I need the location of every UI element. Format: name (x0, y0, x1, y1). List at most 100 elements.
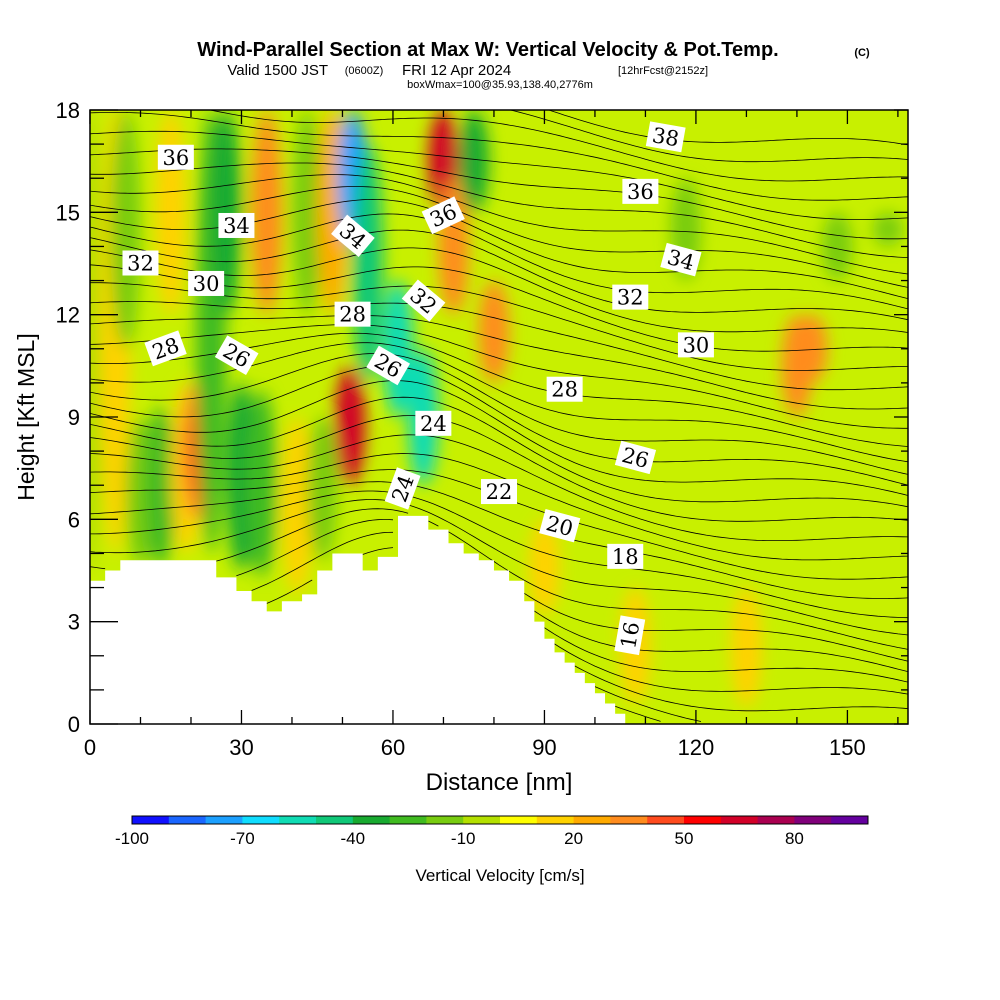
colorbar-swatch (610, 816, 648, 824)
colorbar-swatch (794, 816, 832, 824)
y-tick-label: 12 (56, 303, 80, 328)
velocity-cell (246, 389, 277, 578)
isentrope-line (90, 315, 908, 410)
colorbar-swatch (500, 816, 538, 824)
colorbar-label: Vertical Velocity [cm/s] (415, 866, 584, 885)
velocity-cell (110, 110, 141, 349)
colorbar-ticks: -100 -70 -40 -10 20 50 80 (115, 829, 804, 848)
isentrope-line (90, 490, 908, 619)
x-tick-label: 120 (678, 735, 715, 760)
velocity-cell (90, 110, 106, 571)
contour-label: 22 (481, 479, 517, 505)
velocity-cell (458, 110, 489, 213)
contour-label-text: 24 (420, 412, 447, 436)
contour-label: 36 (622, 178, 659, 204)
isentrope-line (90, 324, 908, 429)
subtitle-date: FRI 12 Apr 2024 (402, 62, 511, 79)
colorbar-swatch (316, 816, 354, 824)
colorbar-swatch (831, 816, 869, 824)
contour-label-text: 16 (616, 620, 644, 650)
velocity-cell (382, 280, 414, 417)
contour-label: 38 (645, 121, 686, 153)
isentrope-line (90, 162, 908, 258)
subtitle: Valid 1500 JST (0600Z) FRI 12 Apr 2024 [… (227, 62, 708, 79)
colorbar-swatch (757, 816, 795, 824)
isentrope-line (90, 130, 908, 220)
velocity-cell (872, 212, 903, 247)
colorbar-swatch (684, 816, 722, 824)
y-tick-label: 9 (68, 405, 80, 430)
colorbar-tick-label: -100 (115, 829, 149, 848)
y-tick-label: 18 (56, 98, 80, 123)
isentrope-line (90, 396, 908, 508)
velocity-cell (251, 110, 282, 315)
isentrope-line (547, 110, 908, 146)
colorbar-swatch (279, 816, 317, 824)
colorbar (131, 815, 869, 825)
contour-label: 36 (157, 144, 194, 170)
colorbar-swatch (536, 816, 575, 824)
colorbar-tick-label: -40 (341, 829, 366, 848)
x-axis: 0 30 60 90 120 150 (84, 110, 899, 760)
colorbar-swatch (389, 816, 427, 824)
isentrope-line (90, 229, 908, 321)
colorbar-tick-label: -10 (451, 829, 476, 848)
x-tick-label: 150 (829, 735, 866, 760)
isentrope-line (251, 531, 908, 672)
contour-label: 24 (415, 410, 452, 436)
isentrope-line (90, 264, 908, 352)
contour-label-text: 28 (339, 303, 366, 327)
isentrope-line (266, 547, 908, 683)
contour-label-text: 22 (486, 480, 513, 504)
x-tick-label: 0 (84, 735, 96, 760)
isentrope-line (90, 434, 908, 541)
subtitle-zulu: (0600Z) (345, 65, 384, 77)
contour-label-text: 32 (617, 286, 644, 310)
isentrope-line (594, 686, 702, 722)
isentrope-line (90, 186, 908, 288)
y-tick-label: 15 (56, 200, 80, 225)
colorbar-swatch (132, 816, 170, 824)
colorbar-swatch (168, 816, 207, 824)
isentrope-line (90, 365, 908, 486)
colorbar-tick-label: 80 (785, 829, 804, 848)
contour-label: 34 (218, 212, 255, 238)
velocity-cell (529, 519, 560, 615)
colorbar-tick-label: 20 (564, 829, 583, 848)
velocity-cell (281, 417, 313, 595)
title-mark: (C) (854, 47, 870, 59)
colorbar-swatch (720, 816, 759, 824)
y-tick-label: 6 (68, 507, 80, 532)
colorbar-swatch (647, 816, 685, 824)
contour-label: 34 (660, 242, 702, 277)
velocity-cell (307, 417, 338, 561)
isentrope-line (90, 415, 908, 522)
isentrope-line (614, 705, 661, 722)
chart-title: Wind-Parallel Section at Max W: Vertical… (197, 39, 778, 61)
velocity-cell (478, 280, 510, 383)
y-tick-label: 3 (68, 610, 80, 635)
contour-label-text: 18 (612, 545, 639, 569)
contour-label-text: 34 (223, 214, 250, 238)
velocity-cell (822, 212, 853, 281)
x-axis-label: Distance [nm] (426, 769, 573, 796)
subtitle-fcst: [12hrFcst@2152z] (618, 65, 708, 77)
terrain (90, 515, 626, 724)
colorbar-swatch (242, 816, 280, 824)
isentrope-line (574, 665, 908, 712)
isentrope-line (90, 112, 908, 201)
contour-label: 30 (188, 270, 225, 296)
x-tick-label: 60 (381, 735, 405, 760)
contour-label: 28 (334, 301, 371, 327)
contour-label-text: 36 (627, 180, 654, 204)
isentrope-line (90, 247, 908, 333)
isentrope-line (90, 353, 908, 475)
contour-label: 28 (546, 376, 583, 402)
isentrope-line (208, 110, 908, 182)
colorbar-tick-label: -70 (230, 829, 255, 848)
velocity-cell (291, 110, 323, 315)
isentrope-line (90, 508, 908, 650)
isentrope-line (90, 481, 908, 599)
